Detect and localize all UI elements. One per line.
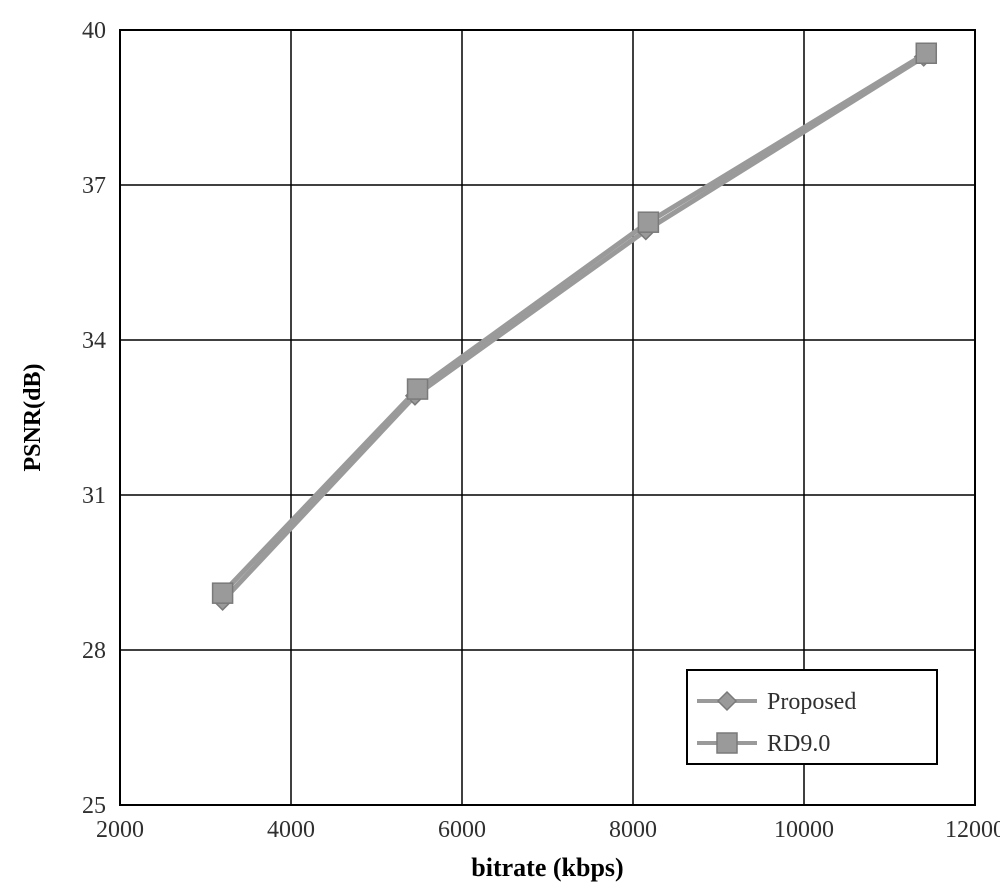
y-tick-label: 34 (82, 328, 106, 354)
y-tick-label: 25 (82, 793, 106, 819)
x-axis-label: bitrate (kbps) (471, 853, 623, 882)
x-tick-label: 2000 (96, 817, 144, 843)
x-tick-label: 6000 (438, 817, 486, 843)
y-axis-label: PSNR(dB) (20, 363, 46, 471)
x-tick-label: 10000 (774, 817, 834, 843)
psnr-vs-bitrate-chart: 2000 4000 6000 8000 10000 12000 25 28 31 34 37 40 bi… (0, 0, 1000, 888)
y-tick-label: 37 (82, 173, 106, 199)
legend: Proposed RD9.0 (687, 670, 937, 764)
x-tick-label: 8000 (609, 817, 657, 843)
legend-label: Proposed (767, 689, 856, 715)
legend-label: RD9.0 (767, 731, 830, 757)
x-tick-label: 12000 (945, 817, 1000, 843)
chart-container: 2000 4000 6000 8000 10000 12000 25 28 31 34 37 40 bi… (0, 0, 1000, 888)
y-tick-label: 40 (82, 18, 106, 44)
x-tick-label: 4000 (267, 817, 315, 843)
y-tick-label: 31 (82, 483, 106, 509)
y-tick-label: 28 (82, 638, 106, 664)
